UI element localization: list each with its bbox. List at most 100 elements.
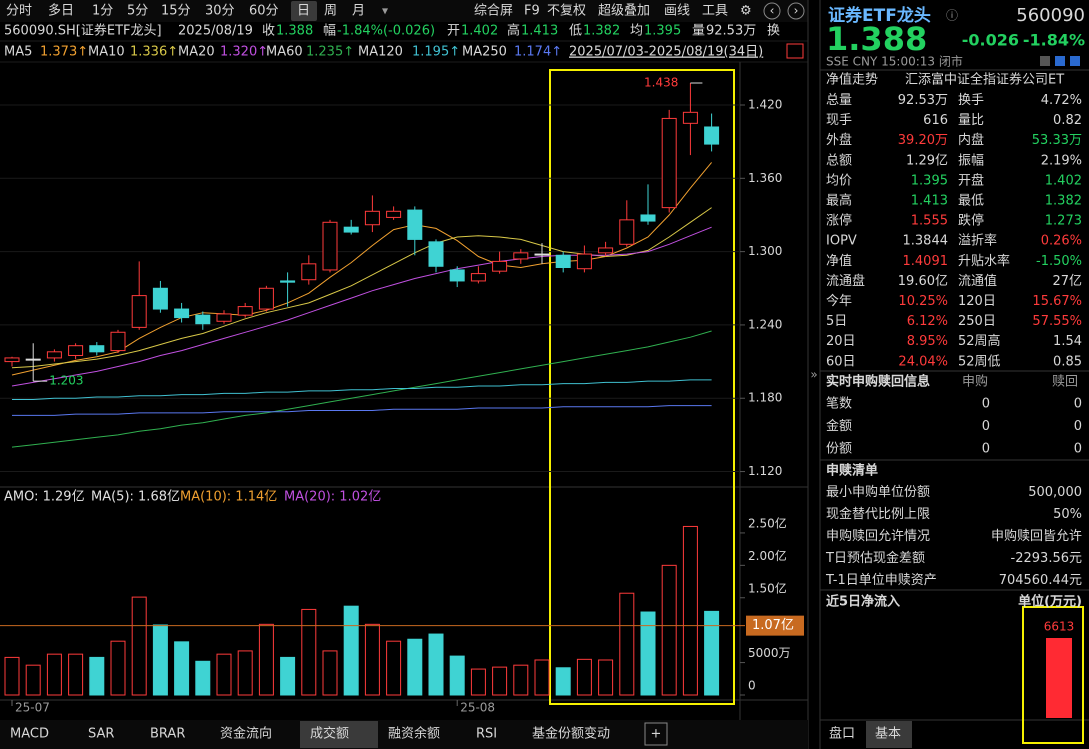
collapse-icon[interactable]: » bbox=[810, 368, 817, 382]
indicator-tab[interactable]: BRAR bbox=[150, 727, 185, 742]
realtime-value: 0 bbox=[982, 419, 990, 434]
quote-label: 5日 bbox=[826, 314, 847, 329]
volume-bar bbox=[131, 596, 147, 696]
indicator-tab[interactable]: 融资余额 bbox=[388, 726, 440, 742]
date: 2025/08/19 bbox=[178, 24, 253, 39]
dropdown-icon[interactable]: ▾ bbox=[382, 4, 388, 18]
tool-button[interactable]: 不复权 bbox=[547, 3, 586, 19]
quote-value: 92.53万 bbox=[898, 93, 948, 108]
candle-body bbox=[682, 111, 698, 124]
quote-label: 120日 bbox=[958, 294, 996, 309]
candle-body bbox=[449, 269, 465, 282]
period-button[interactable]: 多日 bbox=[48, 3, 74, 19]
add-tab-button[interactable] bbox=[644, 722, 668, 746]
date-range[interactable]: 2025/07/03-2025/08/19(34日) bbox=[569, 45, 763, 60]
quote-label: 升贴水率 bbox=[958, 253, 1010, 269]
add-tab-icon[interactable]: + bbox=[651, 727, 662, 742]
candle-body bbox=[301, 263, 317, 281]
ma-legend-name: MA10 bbox=[88, 45, 125, 60]
realtime-value: 0 bbox=[1074, 442, 1082, 457]
quote-label: 52周高 bbox=[958, 333, 1001, 349]
volume-bar bbox=[661, 564, 677, 696]
volume-legend: MA(20): 1.02亿 bbox=[284, 490, 381, 505]
candle-body bbox=[322, 221, 338, 271]
quote-value: 24.04% bbox=[898, 354, 948, 369]
indicator-tab[interactable]: 资金流向 bbox=[220, 726, 272, 742]
quote-value: 1.54 bbox=[1053, 334, 1082, 349]
period-button[interactable]: 分时 bbox=[6, 4, 32, 19]
candle-body bbox=[555, 254, 571, 269]
quote-label: 流通值 bbox=[958, 273, 997, 289]
candle-body bbox=[131, 295, 147, 328]
indicator-tab[interactable]: SAR bbox=[88, 727, 114, 742]
period-button[interactable]: 月 bbox=[352, 4, 365, 19]
period-button[interactable]: 日 bbox=[297, 4, 310, 19]
info-label: 开 bbox=[447, 24, 460, 39]
indicator-tab[interactable]: 基金份额变动 bbox=[532, 726, 610, 742]
quote-value: 616 bbox=[923, 113, 948, 128]
list-value: 704560.44元 bbox=[999, 573, 1082, 588]
realtime-value: 0 bbox=[982, 397, 990, 412]
info-icon[interactable]: ⓘ bbox=[946, 9, 958, 23]
candle-body bbox=[470, 273, 486, 282]
volume-bar bbox=[640, 611, 656, 696]
quote-value: 10.25% bbox=[898, 294, 948, 309]
panel-icon[interactable] bbox=[1070, 56, 1080, 66]
volume-bar bbox=[280, 656, 296, 696]
volume-bar bbox=[301, 608, 317, 696]
active-tab-bg bbox=[300, 721, 378, 748]
y-tick-label: 1.180 bbox=[748, 391, 782, 405]
net-inflow-bar bbox=[1046, 638, 1072, 718]
period-button[interactable]: 60分 bbox=[249, 4, 279, 19]
indicator-tab[interactable]: MACD bbox=[10, 727, 49, 742]
settings-icon[interactable]: ⚙ bbox=[740, 4, 752, 19]
candle-body bbox=[195, 314, 211, 325]
quote-value: 15.67% bbox=[1032, 294, 1082, 309]
section-title: 申赎清单 bbox=[826, 463, 878, 479]
period-button[interactable]: 15分 bbox=[161, 4, 191, 19]
ma-line bbox=[11, 330, 712, 448]
tool-button[interactable]: 综合屏 bbox=[474, 4, 513, 19]
panel-icon[interactable] bbox=[1040, 56, 1050, 66]
tool-button[interactable]: 超级叠加 bbox=[598, 4, 650, 19]
ma-legend-value: 1.336↑ bbox=[130, 45, 178, 60]
period-button[interactable]: 1分 bbox=[92, 4, 113, 19]
quote-label: 内盘 bbox=[958, 132, 984, 148]
candle-body bbox=[258, 287, 274, 310]
panel-icon[interactable] bbox=[1055, 56, 1065, 66]
quote-label: 外盘 bbox=[826, 132, 852, 148]
next-icon[interactable]: › bbox=[794, 4, 799, 18]
quote-label: 最高 bbox=[826, 193, 852, 209]
volume-bar bbox=[407, 638, 423, 696]
volume-marker-box bbox=[746, 615, 804, 636]
volume-bar bbox=[4, 656, 20, 696]
indicator-tab[interactable]: RSI bbox=[476, 727, 497, 742]
quote-value: 1.402 bbox=[1045, 173, 1082, 188]
candle-body bbox=[364, 210, 380, 226]
prev-icon[interactable]: ‹ bbox=[770, 4, 775, 18]
high-annotation: 1.438 bbox=[644, 75, 678, 89]
quote-value: 57.55% bbox=[1032, 314, 1082, 329]
tool-button[interactable]: 画线 bbox=[664, 4, 690, 19]
list-value: -2293.56元 bbox=[1011, 551, 1082, 566]
tool-button[interactable]: 工具 bbox=[702, 4, 728, 19]
volume-bar bbox=[68, 653, 84, 696]
period-button[interactable]: 30分 bbox=[205, 4, 235, 19]
ma-line bbox=[12, 405, 712, 416]
indicator-tab[interactable]: 成交额 bbox=[310, 726, 349, 742]
quote-label: 今年 bbox=[826, 293, 852, 309]
volume-bar bbox=[216, 653, 232, 696]
side-tab[interactable]: 盘口 bbox=[829, 726, 855, 742]
prev-button[interactable] bbox=[763, 2, 781, 20]
ma-legend-name: MA20 bbox=[178, 45, 215, 60]
quote-label: 总量 bbox=[826, 93, 852, 108]
volume-bar bbox=[364, 623, 380, 696]
next-button[interactable] bbox=[787, 2, 805, 20]
tool-button[interactable]: F9 bbox=[524, 4, 540, 19]
period-button[interactable]: 周 bbox=[324, 4, 337, 19]
volume-bar bbox=[25, 664, 41, 696]
fav-icon[interactable] bbox=[786, 43, 804, 59]
period-button[interactable]: 5分 bbox=[127, 4, 148, 19]
list-value: 500,000 bbox=[1028, 485, 1082, 500]
side-tab[interactable]: 基本 bbox=[875, 727, 901, 742]
